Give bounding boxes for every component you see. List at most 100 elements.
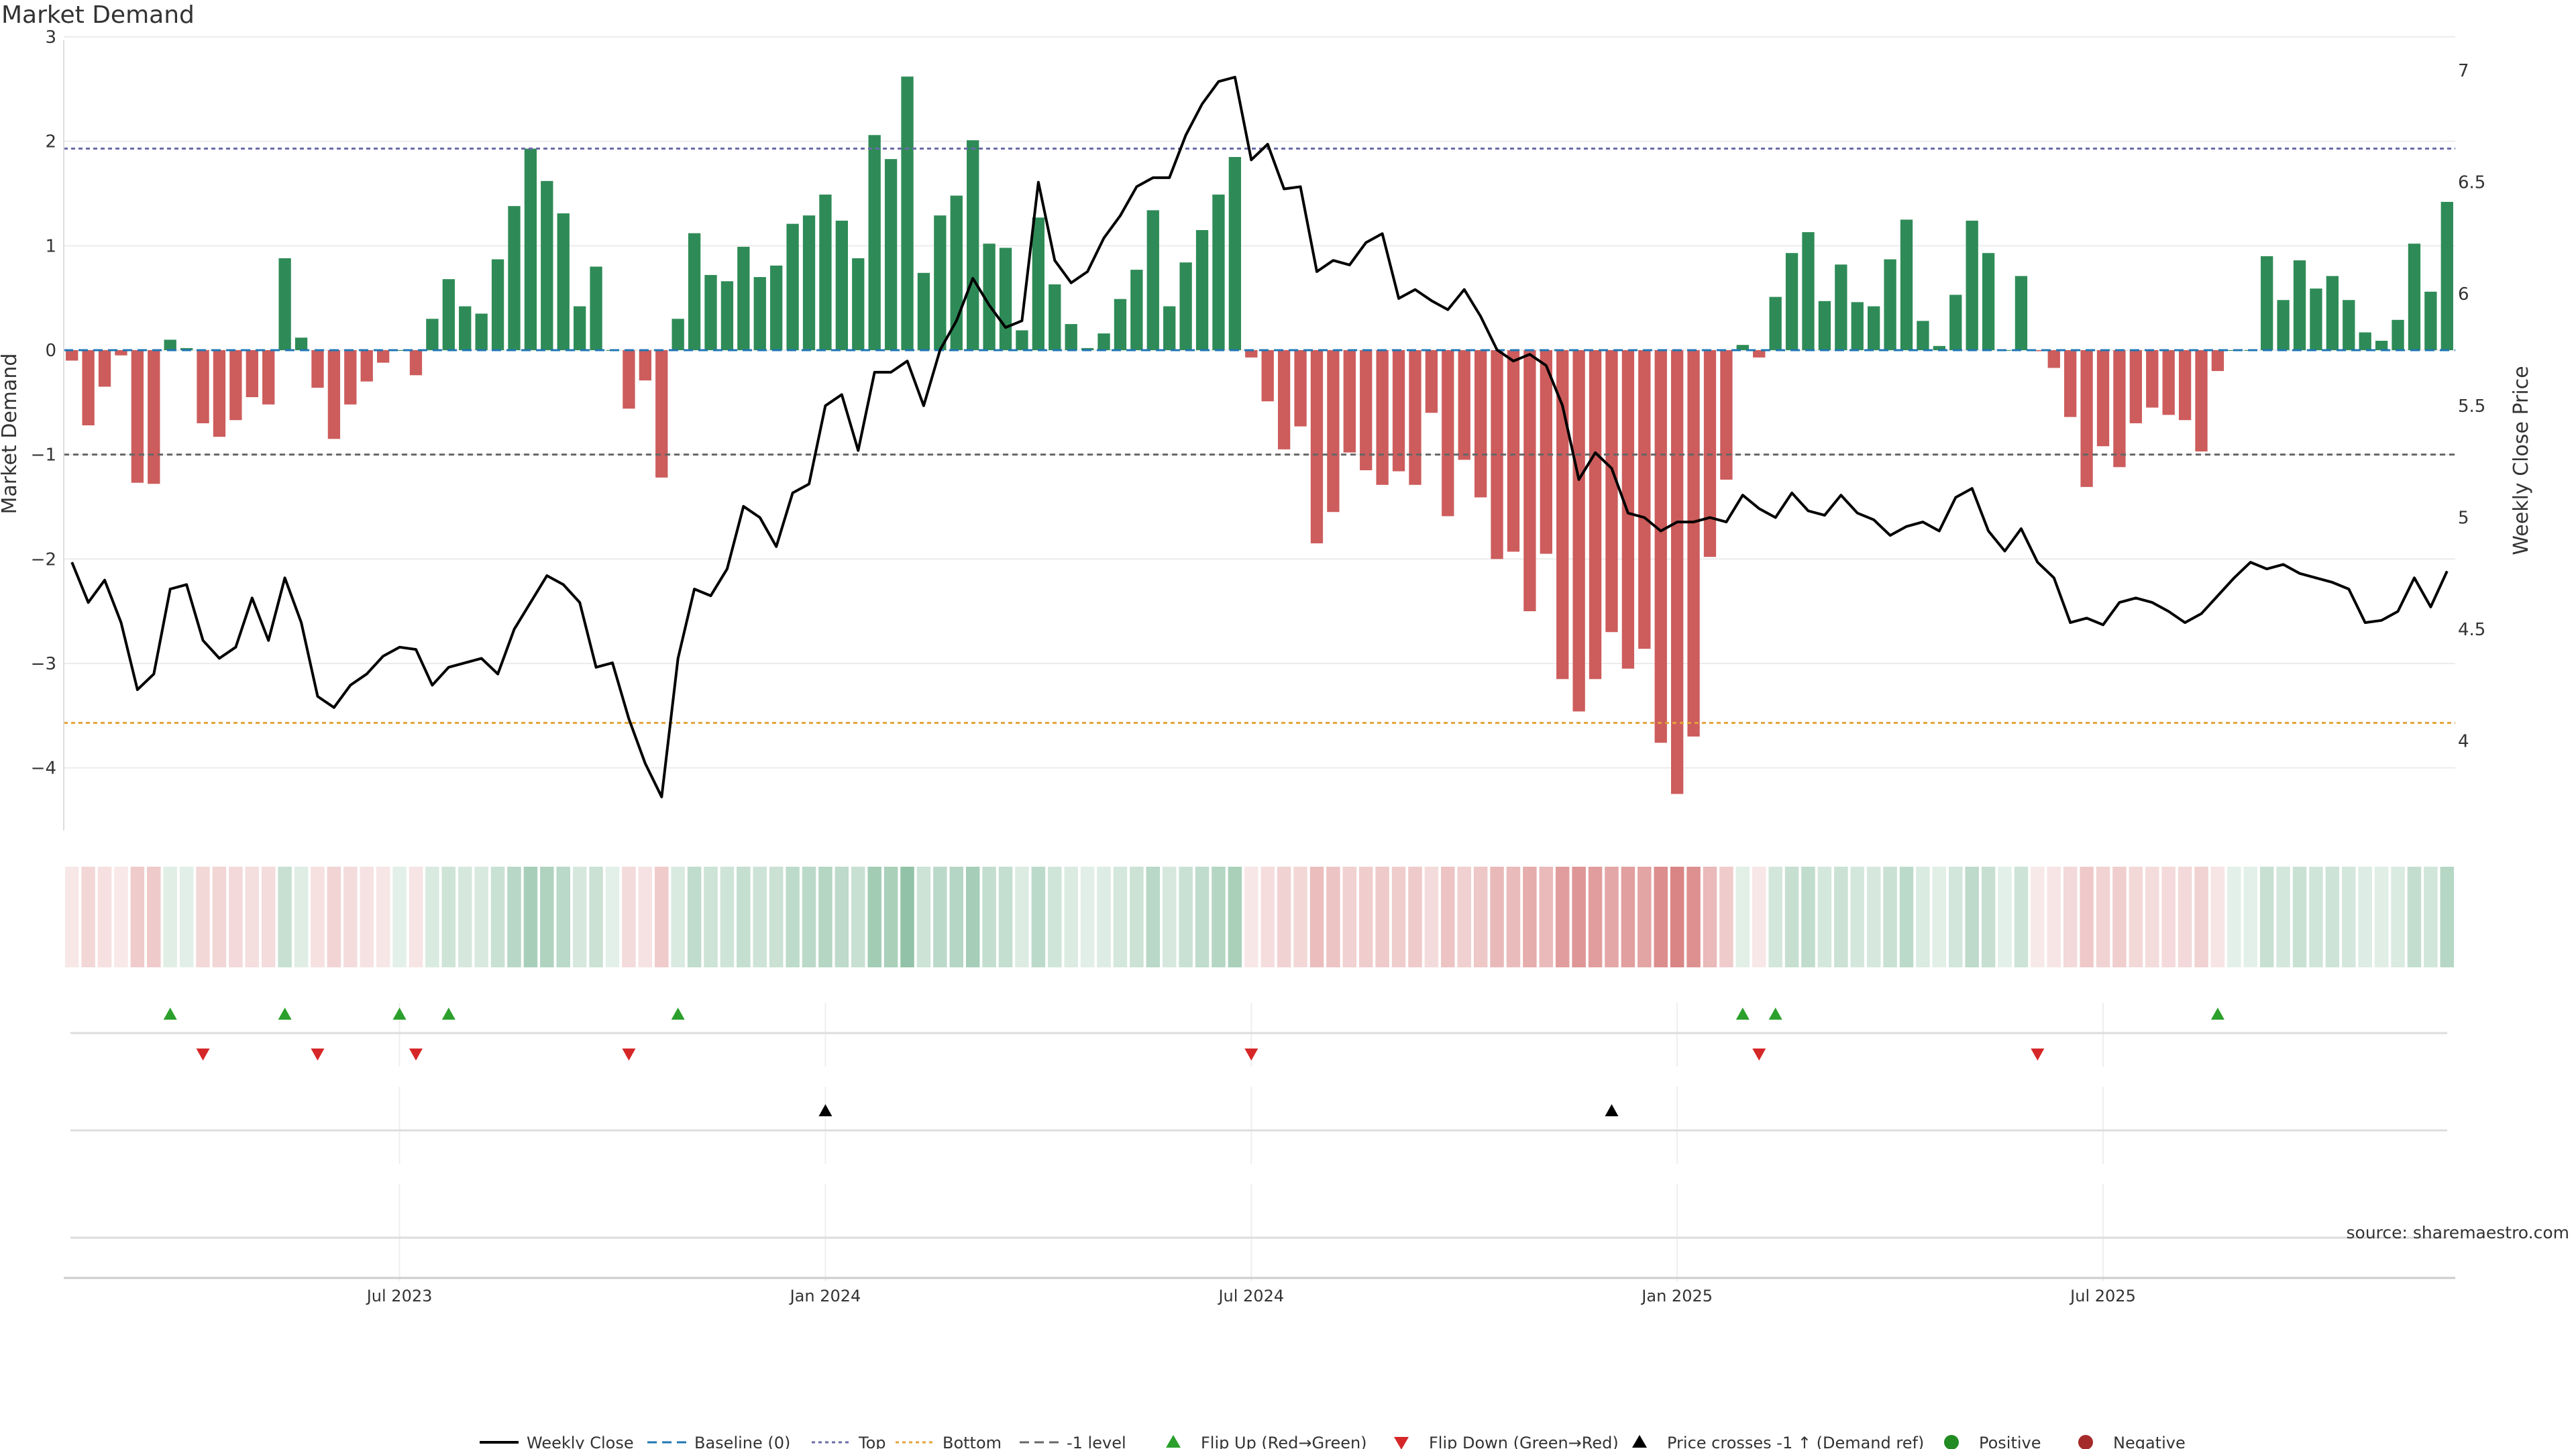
demand-bar — [999, 248, 1012, 350]
heat-cell — [1195, 867, 1210, 967]
legend-swatch — [1632, 1435, 1647, 1448]
demand-bar — [1523, 350, 1536, 612]
heat-cell — [1309, 867, 1324, 967]
demand-bar — [1654, 350, 1667, 743]
heat-cell — [196, 867, 210, 967]
demand-bar — [2424, 291, 2437, 350]
legend-item: Price crosses -1 ↑ (Demand ref) — [1632, 1434, 1924, 1449]
heat-cell — [1408, 867, 1422, 967]
demand-bar — [1818, 301, 1831, 350]
heat-cell — [490, 867, 505, 967]
demand-bar — [2146, 350, 2159, 408]
heat-cell — [1883, 867, 1897, 967]
heat-cell — [2243, 867, 2258, 967]
axes: −4 −3 −2 −1 0 1 2 3 4 4.5 5 5.5 6 6.5 7 Market Demand We… — [0, 28, 2533, 1305]
demand-bar — [1179, 262, 1192, 350]
legend-swatch — [1394, 1437, 1409, 1449]
demand-bar — [459, 306, 472, 350]
heat-cell — [1031, 867, 1046, 967]
demand-bar — [1966, 220, 1978, 350]
flip-up-marker — [1735, 1008, 1750, 1020]
y2-axis-label: Weekly Close Price — [2510, 366, 2533, 555]
heat-cell — [523, 867, 538, 967]
demand-bar — [1228, 157, 1242, 350]
legend-item: Bottom — [896, 1434, 1002, 1449]
demand-bar — [1572, 350, 1585, 712]
legend-label: Flip Down (Green→Red) — [1429, 1434, 1619, 1449]
heat-cell — [1179, 867, 1193, 967]
demand-bar — [2195, 350, 2208, 451]
y2-tick-label: 5.5 — [2458, 396, 2485, 417]
demand-bars — [66, 76, 2453, 794]
demand-bar — [115, 350, 127, 356]
y-tick-label: 3 — [45, 28, 56, 48]
price-cross-marker — [818, 1104, 833, 1116]
heat-cell — [2325, 867, 2340, 967]
demand-bar — [704, 274, 717, 350]
heat-cell — [1277, 867, 1291, 967]
heat-cell — [1523, 867, 1537, 967]
heat-cell — [360, 867, 374, 967]
heat-cell — [2407, 867, 2422, 967]
flip-down-marker — [622, 1049, 636, 1061]
demand-bar — [98, 350, 111, 387]
heat-cell — [2014, 867, 2029, 967]
y2-tick-label: 4 — [2458, 732, 2469, 752]
demand-bar — [802, 215, 816, 350]
demand-bar — [1212, 195, 1225, 350]
heat-cell — [1375, 867, 1389, 967]
demand-bar — [1360, 350, 1373, 470]
demand-bar — [164, 339, 176, 350]
legend: Weekly Close Baseline (0) Top Bottom -1 leve… — [480, 1434, 2186, 1449]
heat-cell — [1850, 867, 1865, 967]
demand-bar — [2113, 350, 2126, 468]
heat-cell — [97, 867, 112, 967]
heat-cell — [1260, 867, 1275, 967]
heat-cell — [1113, 867, 1128, 967]
heat-cell — [1735, 867, 1750, 967]
legend-label: Flip Up (Red→Green) — [1201, 1434, 1367, 1449]
price-line — [70, 76, 2449, 798]
heat-cell — [835, 867, 849, 967]
heat-cell — [1916, 867, 1930, 967]
heat-cell — [638, 867, 653, 967]
demand-bar — [901, 76, 914, 350]
heat-cell — [965, 867, 980, 967]
demand-bar — [508, 206, 521, 350]
legend-swatch — [1166, 1435, 1181, 1448]
heat-cell — [1949, 867, 1963, 967]
demand-bar — [491, 259, 504, 350]
legend-swatch — [2078, 1435, 2093, 1449]
heat-cell — [605, 867, 620, 967]
demand-bar — [1016, 330, 1028, 350]
demand-bar — [1769, 297, 1782, 350]
demand-bar — [2310, 288, 2322, 350]
demand-bar — [1458, 350, 1470, 460]
demand-bar — [2408, 244, 2421, 350]
legend-swatch — [1944, 1435, 1959, 1449]
legend-label: Positive — [1979, 1434, 2041, 1449]
demand-bar — [1917, 321, 1929, 350]
heat-cell — [229, 867, 243, 967]
heat-cell — [1342, 867, 1357, 967]
demand-bar — [884, 159, 898, 350]
heat-cell — [2276, 867, 2290, 967]
heat-cell — [278, 867, 292, 967]
heat-cell — [1801, 867, 1815, 967]
demand-bar — [1949, 294, 1962, 350]
demand-bar — [246, 350, 258, 398]
demand-bar — [720, 281, 734, 350]
demand-bar — [1327, 350, 1340, 513]
legend-label: Negative — [2113, 1434, 2186, 1449]
demand-bar — [1343, 350, 1356, 453]
demand-bar — [541, 180, 553, 350]
demand-bar — [1753, 350, 1766, 358]
heat-cell — [1752, 867, 1766, 967]
heat-cell — [1654, 867, 1668, 967]
y2-tick-label: 7 — [2458, 61, 2469, 81]
heat-cell — [2194, 867, 2208, 967]
demand-bar — [1835, 264, 1847, 350]
legend-item: Weekly Close — [480, 1434, 634, 1449]
heat-cell — [1817, 867, 1832, 967]
heat-cell — [556, 867, 570, 967]
